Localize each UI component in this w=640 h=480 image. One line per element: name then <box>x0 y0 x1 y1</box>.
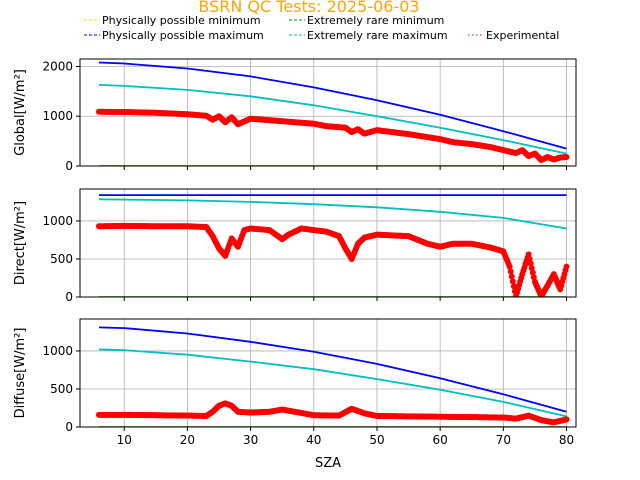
y-tick-label: 0 <box>65 420 73 434</box>
y-axis-label: Global[W/m²] <box>13 69 28 156</box>
legend-label: Extremely rare minimum <box>307 14 444 27</box>
legend-entry-experimental: Experimental <box>468 29 559 42</box>
y-tick-label: 1000 <box>42 344 73 358</box>
x-axis-label: SZA <box>315 456 341 471</box>
y-tick-label: 1000 <box>42 109 73 123</box>
y-tick-label: 0 <box>65 290 73 304</box>
legend-entry-extremely-rare-maximum: Extremely rare maximum <box>289 29 448 42</box>
experimental-point <box>509 278 516 285</box>
experimental-point <box>526 255 533 262</box>
series-group <box>95 61 570 166</box>
y-tick-label: 2000 <box>42 59 73 73</box>
y-tick-label: 0 <box>65 159 73 173</box>
y-axis-label: Direct[W/m²] <box>13 201 28 285</box>
legend-entry-physically-possible-maximum: Physically possible maximum <box>84 29 264 42</box>
x-tick-label: 50 <box>369 433 384 447</box>
experimental-point <box>530 274 537 281</box>
legend-label: Physically possible maximum <box>102 29 264 42</box>
x-tick-label: 60 <box>433 433 448 447</box>
axes-frame <box>79 318 577 428</box>
experimental-point <box>527 260 534 267</box>
experimental-point <box>525 251 532 258</box>
panel-1: 0 1000 2000 Global[W/m²] <box>13 58 577 173</box>
y-tick-label: 1000 <box>42 214 73 228</box>
legend-label: Physically possible minimum <box>102 14 261 27</box>
series-extremely-rare-maximum <box>98 348 567 418</box>
axes-frame <box>79 58 577 167</box>
x-tick-label: 40 <box>306 433 321 447</box>
series-physically-possible-maximum <box>98 326 567 413</box>
experimental-point <box>529 269 536 276</box>
panels: 010002000Global[W/m²]05001000Direct[W/m²… <box>13 58 577 447</box>
series-experimental <box>95 222 570 297</box>
y-axis-label: Diffuse[W/m²] <box>13 328 28 419</box>
experimental-point <box>563 416 570 423</box>
x-tick-label: 70 <box>496 433 511 447</box>
series-experimental <box>95 108 570 164</box>
panel-3: 0 500 1000 10 20 30 40 50 60 70 80 Diffuse[W/m²] <box>13 318 577 447</box>
experimental-point <box>563 263 570 270</box>
series-experimental <box>95 400 570 426</box>
experimental-point <box>528 265 535 272</box>
experimental-point <box>563 154 570 161</box>
legend-entry-extremely-rare-minimum: Extremely rare minimum <box>289 14 444 27</box>
series-group <box>95 194 570 297</box>
experimental-point <box>508 273 515 280</box>
panel-2: 0 500 1000 Direct[W/m²] <box>13 188 577 304</box>
chart-title: BSRN QC Tests: 2025-06-03 <box>198 0 419 16</box>
series-extremely-rare-maximum <box>98 198 567 230</box>
x-tick-label: 10 <box>117 433 132 447</box>
x-tick-label: 20 <box>180 433 195 447</box>
legend-label: Experimental <box>486 29 559 42</box>
experimental-point <box>506 263 513 270</box>
axes-frame <box>79 188 577 298</box>
y-tick-label: 500 <box>50 252 73 266</box>
series-physically-possible-maximum <box>98 61 567 150</box>
y-tick-label: 500 <box>50 382 73 396</box>
experimental-point <box>507 268 514 275</box>
x-tick-label: 30 <box>243 433 258 447</box>
legend-label: Extremely rare maximum <box>307 29 448 42</box>
series-group <box>95 326 570 427</box>
legend: Physically possible minimum Extremely rar… <box>84 14 559 42</box>
series-extremely-rare-maximum <box>98 84 567 155</box>
x-tick-label: 80 <box>559 433 574 447</box>
legend-entry-physically-possible-minimum: Physically possible minimum <box>84 14 261 27</box>
